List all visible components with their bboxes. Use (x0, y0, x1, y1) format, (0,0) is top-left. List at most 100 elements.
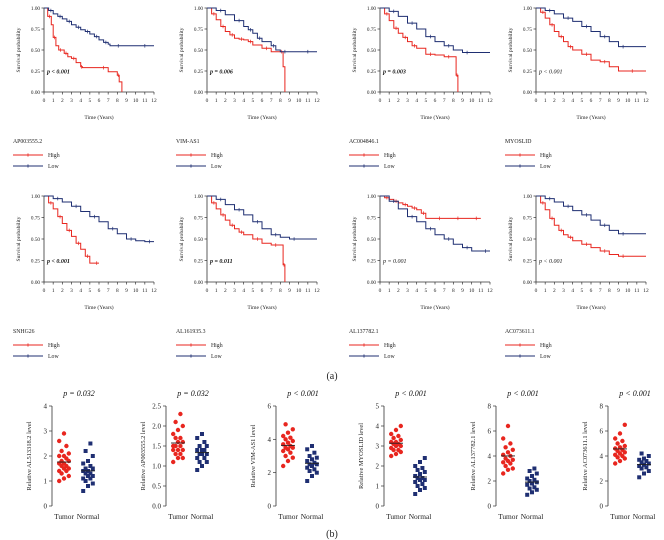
tumor-point (59, 458, 64, 464)
tumor-point (175, 447, 181, 453)
x-tick-label: 9 (461, 98, 464, 104)
x-tick-label: 2 (397, 98, 400, 104)
p-value-annotation: p < 0.001 (538, 70, 563, 76)
dot-plot-1: 0 1 2 3 4 Relative AL513318.2 level p = 0.032 T… (26, 389, 99, 521)
normal-point (310, 457, 314, 462)
normal-point (83, 479, 88, 483)
normal-point (312, 460, 317, 465)
normal-point (639, 466, 644, 471)
km-curve-low (536, 7, 646, 48)
y-tick-label: 0.25 (523, 259, 532, 265)
normal-point (90, 474, 95, 478)
legend-label-low: Low (540, 354, 551, 360)
x-tick-label: 10 (296, 98, 302, 104)
x-tick-label: 8 (279, 98, 282, 104)
x-tick-label: 10 (296, 288, 302, 294)
normal-point (530, 474, 534, 478)
tumor-point (180, 447, 185, 453)
legend-title: VIM-AS1 (176, 139, 200, 145)
normal-point (422, 470, 427, 474)
scatter-panels: 0 1 2 3 4 Relative AL513318.2 level p = 0.032 T… (26, 389, 655, 521)
y-tick-label: 0.00 (194, 90, 203, 96)
tumor-point (281, 433, 286, 439)
y-tick-label: 1.00 (367, 194, 376, 200)
normal-point (314, 462, 319, 467)
y-tick-label: 0.75 (367, 216, 376, 222)
normal-point (86, 459, 90, 463)
km-chart-2: 0.000.250.500.751.000 1 2 3 4 5 6 7 8 9 10 11 12Time… (176, 6, 320, 170)
normal-point (415, 476, 420, 480)
tumor-point (57, 453, 62, 459)
x-tick-label: 8 (279, 288, 282, 294)
km-curve-high (380, 195, 481, 219)
tumor-point (288, 435, 293, 440)
x-tick-label: 0 (206, 288, 209, 294)
normal-point (312, 450, 317, 455)
p-value-annotation: p < 0.001 (46, 259, 70, 265)
x-tick-label: 6 (261, 288, 264, 294)
x-tick-label: 1 (215, 98, 218, 104)
x-tick-label: 3 (233, 288, 236, 294)
normal-point (202, 440, 207, 444)
tumor-point (281, 448, 286, 454)
normal-point (413, 492, 418, 496)
x-tick-label: 2 (61, 288, 64, 294)
normal-point (415, 468, 420, 472)
p-value-annotation: p = 0.011 (209, 259, 233, 265)
normal-point (204, 460, 209, 464)
y-axis-label: Survival probability (16, 27, 22, 72)
x-tick-label: 0 (379, 98, 382, 104)
normal-point (530, 481, 534, 486)
tumor-point (283, 422, 288, 427)
y-tick-label: 0.50 (31, 48, 40, 54)
p-value-annotation: p = 0.003 (382, 70, 406, 76)
x-tick-label: 1 (215, 288, 218, 294)
x-tick-label: 9 (288, 98, 291, 104)
tumor-point (61, 431, 67, 436)
normal-point (644, 459, 649, 463)
x-tick-label: 1 (544, 98, 547, 104)
normal-point (204, 444, 209, 448)
y-tick-label: 5 (376, 403, 380, 411)
normal-point (637, 475, 642, 480)
tumor-point (173, 451, 178, 457)
x-tick-label: 0 (43, 98, 46, 104)
p-value-title: p < 0.001 (394, 389, 426, 398)
x-tick-label: 6 (590, 98, 593, 104)
x-tick-label: 2 (553, 288, 556, 294)
tumor-point (620, 438, 625, 444)
y-axis-label: Relative AL137782.1 level (470, 421, 477, 490)
y-tick-label: 0.75 (523, 27, 532, 33)
normal-point (310, 474, 314, 478)
km-curve-high (44, 7, 123, 92)
x-tick-label: 11 (478, 98, 483, 104)
x-tick-label: 7 (270, 288, 273, 294)
normal-point (86, 484, 90, 488)
x-tick-label: 2 (397, 288, 400, 294)
x-tick-label: 0 (535, 98, 538, 104)
tumor-point (180, 439, 185, 445)
tumor-point (283, 453, 288, 459)
y-tick-label: 0.00 (367, 280, 376, 286)
y-tick-label: 2 (268, 469, 272, 477)
y-tick-label: 0.50 (194, 48, 203, 54)
tumor-point (285, 440, 291, 445)
legend-title: AL137782.1 (349, 329, 379, 335)
x-tick-label: 7 (270, 98, 273, 104)
y-tick-label: 1.0 (152, 463, 161, 471)
x-tick-label: 2 (224, 288, 227, 294)
tumor-point (505, 467, 511, 472)
x-axis-label: Time (Years) (84, 304, 113, 311)
x-tick-label: 7 (443, 288, 446, 294)
x-tick-label: 9 (125, 288, 128, 294)
y-tick-label: 4 (268, 436, 272, 444)
normal-point (642, 471, 646, 476)
x-tick-label: 11 (142, 98, 147, 104)
x-tick-label: 9 (617, 288, 620, 294)
normal-point (527, 486, 532, 491)
x-axis-label: Time (Years) (420, 114, 449, 121)
tumor-point (64, 443, 69, 449)
km-curve-low (44, 195, 154, 243)
x-tick-label: 2 (224, 98, 227, 104)
normal-point (420, 482, 425, 486)
